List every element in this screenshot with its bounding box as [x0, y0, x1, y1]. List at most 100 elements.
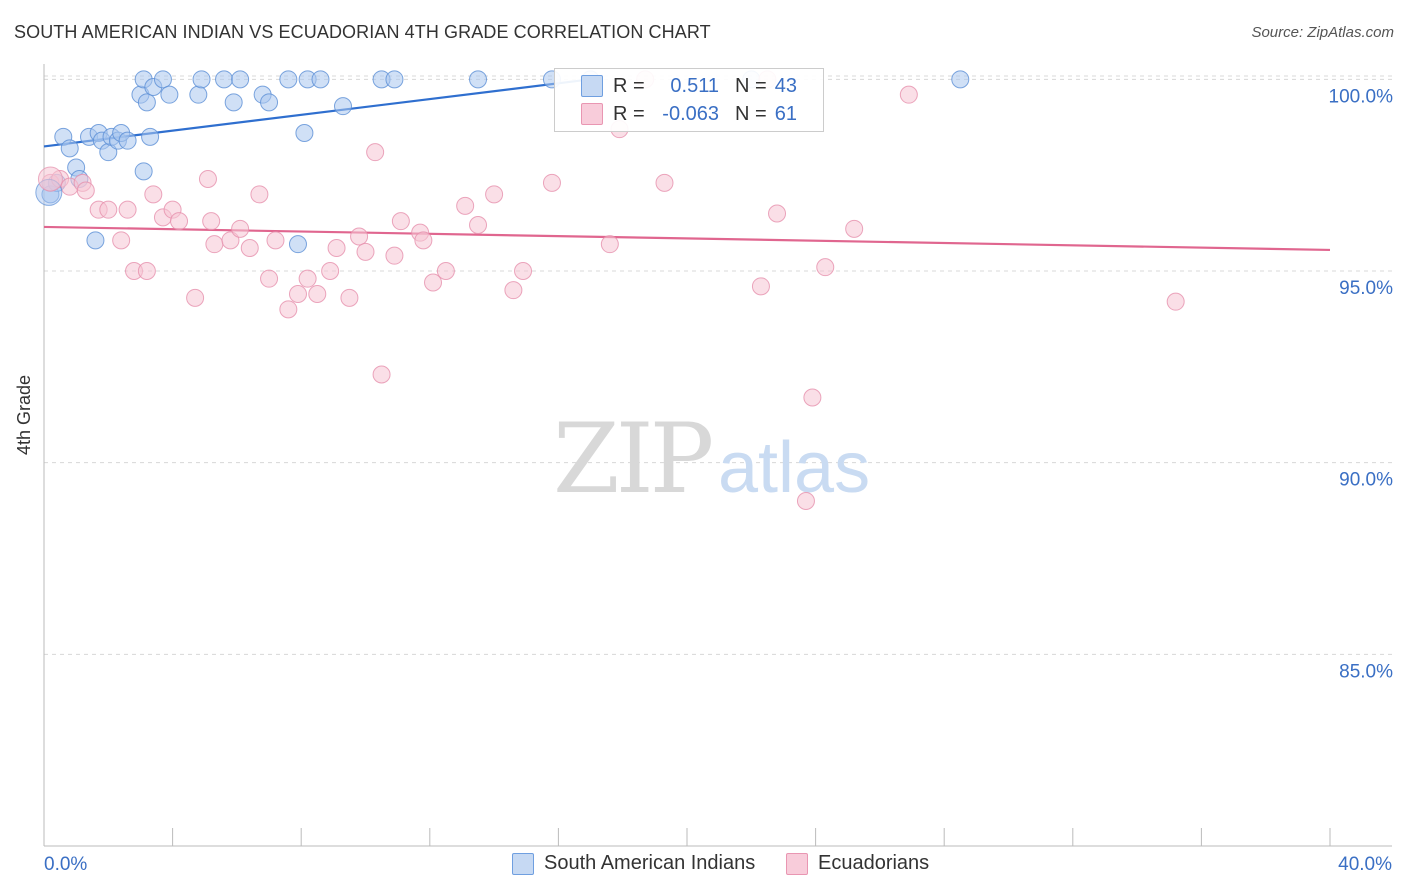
y-tick-label: 100.0%: [1329, 86, 1394, 107]
point-south-american-indians: [192, 70, 211, 89]
point-ecuadorians: [816, 258, 835, 277]
point-ecuadorians: [504, 281, 523, 300]
data-points: [35, 70, 1185, 510]
point-south-american-indians: [215, 70, 234, 89]
y-tick-label: 95.0%: [1339, 278, 1393, 299]
point-south-american-indians: [189, 85, 208, 104]
point-ecuadorians: [260, 269, 279, 288]
point-south-american-indians: [86, 231, 105, 250]
point-south-american-indians: [153, 70, 172, 89]
stats-legend: R = 0.511 N = 43 R = -0.063 N = 61: [554, 68, 824, 132]
trend-line-ecuadorians: [43, 225, 1331, 252]
point-south-american-indians: [288, 235, 307, 254]
point-south-american-indians: [160, 85, 179, 104]
point-ecuadorians: [469, 216, 488, 234]
point-ecuadorians: [308, 285, 327, 303]
point-ecuadorians: [845, 219, 864, 238]
point-ecuadorians: [391, 212, 410, 231]
point-south-american-indians: [137, 93, 156, 112]
legend-swatch-blue: [512, 852, 534, 875]
point-ecuadorians: [514, 262, 533, 280]
point-ecuadorians: [170, 212, 189, 231]
x-tick-label: 0.0%: [44, 854, 87, 875]
point-ecuadorians: [37, 166, 63, 192]
legend-swatch-pink: [786, 852, 808, 875]
point-ecuadorians: [198, 170, 217, 188]
point-south-american-indians: [224, 93, 243, 112]
point-south-american-indians: [141, 127, 160, 146]
legend-r-label: R =: [613, 103, 645, 125]
legend-n-value: 43: [774, 75, 797, 97]
point-ecuadorians: [288, 285, 307, 303]
point-ecuadorians: [424, 273, 443, 292]
point-ecuadorians: [456, 196, 475, 215]
point-ecuadorians: [436, 262, 455, 280]
chart-title: SOUTH AMERICAN INDIAN VS ECUADORIAN 4TH …: [14, 22, 711, 42]
point-south-american-indians: [295, 124, 314, 142]
point-ecuadorians: [231, 219, 250, 238]
point-ecuadorians: [655, 173, 674, 192]
point-ecuadorians: [99, 200, 118, 219]
point-ecuadorians: [768, 204, 787, 223]
point-ecuadorians: [279, 300, 298, 319]
point-ecuadorians: [221, 231, 240, 250]
point-ecuadorians: [266, 231, 285, 250]
point-ecuadorians: [366, 143, 385, 162]
point-south-american-indians: [60, 139, 79, 158]
watermark-zip: ZIP: [553, 403, 712, 515]
point-south-american-indians: [279, 70, 298, 89]
point-ecuadorians: [298, 269, 317, 288]
point-ecuadorians: [796, 492, 815, 510]
point-south-american-indians: [951, 70, 970, 89]
legend-n-label: N =: [735, 103, 767, 125]
gridlines: [44, 75, 1392, 655]
legend-label: Ecuadorians: [818, 852, 930, 874]
point-ecuadorians: [385, 246, 404, 265]
legend-swatch-blue: [581, 75, 603, 97]
point-ecuadorians: [899, 85, 918, 104]
legend-n-label: N =: [735, 75, 767, 97]
point-ecuadorians: [118, 200, 137, 219]
point-ecuadorians: [542, 173, 561, 192]
point-ecuadorians: [350, 227, 369, 246]
point-south-american-indians: [134, 162, 153, 181]
point-south-american-indians: [469, 70, 488, 89]
watermark-atlas: atlas: [718, 428, 870, 508]
x-tick-label: 40.0%: [1338, 854, 1392, 875]
y-tick-label: 90.0%: [1339, 470, 1393, 491]
legend-n-value: 61: [774, 103, 797, 125]
legend-label: South American Indians: [544, 852, 756, 874]
point-ecuadorians: [202, 212, 221, 231]
source-label: Source: ZipAtlas.com: [1251, 24, 1394, 41]
point-ecuadorians: [76, 181, 95, 200]
legend-item-ecuadorians[interactable]: Ecuadorians: [786, 852, 929, 875]
legend-r-value: -0.063: [662, 103, 719, 125]
point-ecuadorians: [321, 262, 340, 280]
point-south-american-indians: [231, 70, 250, 89]
point-ecuadorians: [340, 288, 359, 307]
legend-r-value: 0.511: [670, 75, 719, 97]
point-ecuadorians: [803, 388, 822, 407]
watermark: ZIP atlas: [553, 403, 870, 515]
point-ecuadorians: [205, 235, 224, 254]
point-ecuadorians: [1166, 292, 1185, 311]
legend-r-label: R =: [613, 75, 645, 97]
point-ecuadorians: [144, 185, 163, 204]
tick-labels: 100.0% 95.0% 90.0% 85.0% 0.0% 40.0%: [44, 86, 1393, 875]
point-ecuadorians: [751, 277, 770, 296]
point-south-american-indians: [311, 70, 330, 89]
legend-item-south-american-indians[interactable]: South American Indians: [512, 852, 755, 875]
point-ecuadorians: [137, 262, 156, 280]
y-tick-label: 85.0%: [1339, 661, 1393, 682]
trend-line-south-american-indians: [43, 78, 591, 148]
point-ecuadorians: [186, 288, 205, 307]
point-ecuadorians: [240, 239, 259, 257]
point-ecuadorians: [372, 365, 391, 384]
legend-swatch-pink: [581, 103, 603, 125]
point-ecuadorians: [414, 231, 433, 250]
point-ecuadorians: [327, 239, 346, 257]
point-ecuadorians: [485, 185, 504, 204]
point-south-american-indians: [118, 131, 137, 150]
point-ecuadorians: [250, 185, 269, 204]
